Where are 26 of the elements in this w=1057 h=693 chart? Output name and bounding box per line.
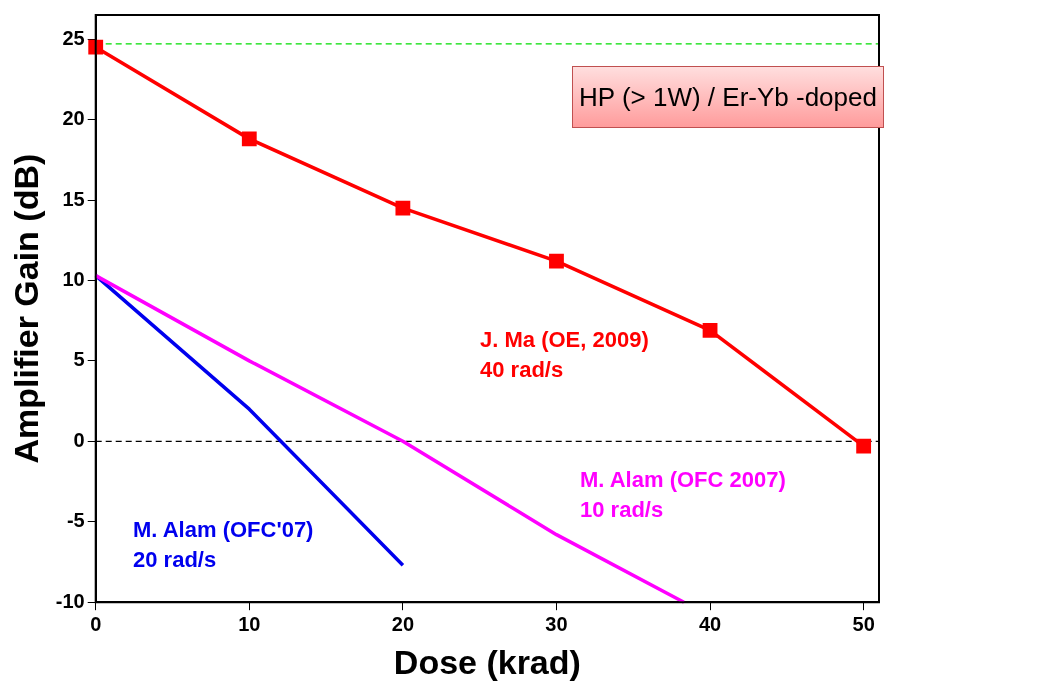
y-tick-label: 0	[73, 428, 85, 451]
y-tick-label: 20	[62, 107, 85, 130]
point	[395, 200, 411, 216]
point	[856, 438, 872, 454]
y-tick-label: 15	[62, 187, 85, 210]
annotation: HP (> 1W) / Er-Yb -doped	[572, 66, 884, 128]
series-label: M. Alam (OFC 2007) 10 rad/s	[580, 467, 786, 523]
series-label: J. Ma (OE, 2009) 40 rad/s	[480, 327, 649, 383]
point	[241, 131, 257, 147]
y-tick-label: 5	[73, 348, 85, 371]
point	[702, 322, 718, 338]
point	[88, 39, 104, 55]
series-label: M. Alam (OFC'07) 20 rad/s	[133, 517, 314, 573]
x-tick-label: 10	[238, 612, 261, 635]
x-tick-label: 50	[852, 612, 875, 635]
y-tick-label: -10	[55, 589, 85, 612]
y-tick-label: 10	[62, 267, 85, 290]
point	[549, 253, 564, 269]
x-tick-label: 30	[545, 612, 568, 635]
y-axis-title: Amplifier Gain (dB)	[6, 153, 45, 464]
y-tick-label: 25	[62, 26, 85, 49]
y-tick-label: -5	[66, 509, 85, 532]
x-axis-title: Dose (krad)	[393, 642, 581, 681]
x-tick-label: 40	[698, 612, 722, 635]
x-tick-label: 0	[90, 612, 102, 635]
x-tick-label: 20	[391, 612, 415, 635]
